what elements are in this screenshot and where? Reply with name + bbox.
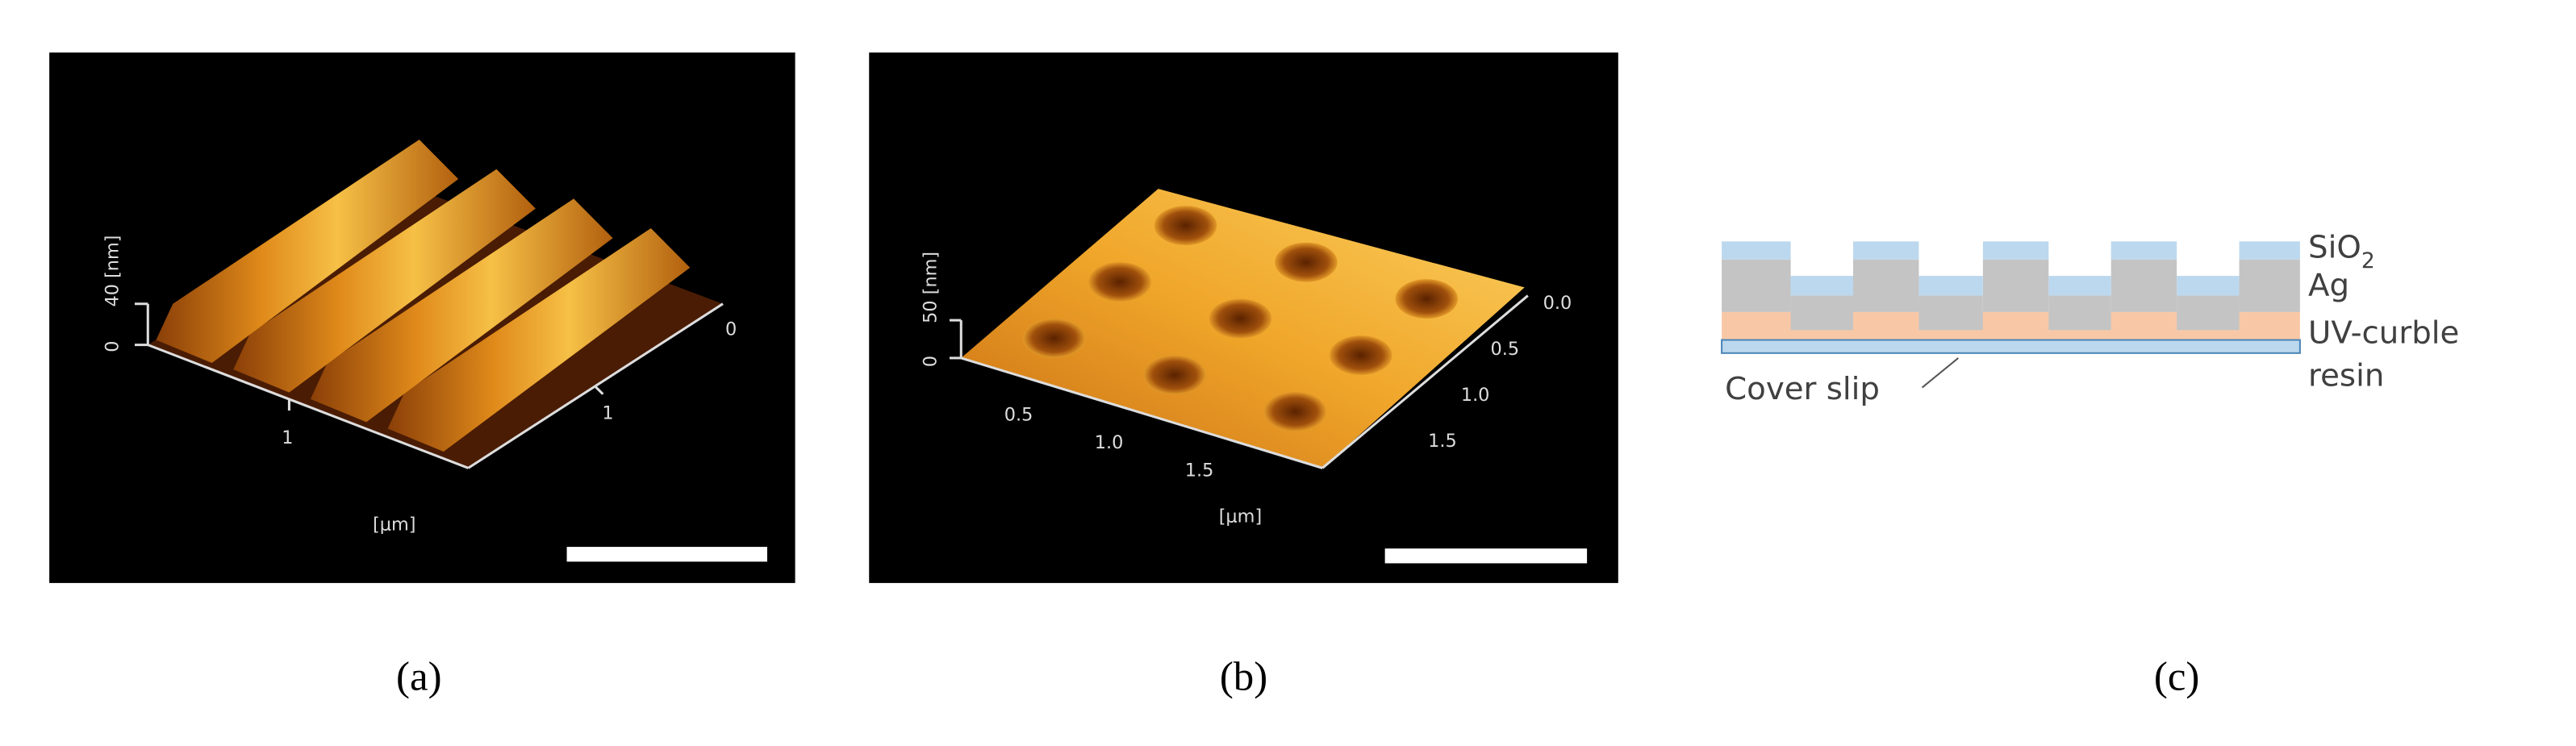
ag-block bbox=[1722, 259, 1791, 312]
leader-line bbox=[1921, 357, 1959, 389]
hole bbox=[1275, 242, 1338, 282]
ridge bbox=[233, 169, 536, 393]
caption: (b) bbox=[1220, 654, 1267, 699]
side-tick: 0.5 bbox=[1490, 339, 1519, 360]
ridges bbox=[156, 140, 691, 452]
sio2-block bbox=[2048, 276, 2111, 296]
sio2-block bbox=[1982, 241, 2049, 260]
z-label: 50 [nm] bbox=[921, 252, 941, 323]
scale-bar bbox=[1384, 548, 1588, 564]
z-zero: 0 bbox=[921, 356, 941, 367]
sio2-label: SiO2 bbox=[2308, 230, 2375, 273]
panel-b: 50 [nm] 0 0.5 1.0 1.5 0.0 0.5 1.0 1.5 [μ… bbox=[869, 52, 1618, 699]
ag-block bbox=[2177, 295, 2240, 331]
caption: (a) bbox=[396, 654, 441, 699]
panel-c: SiO2 Ag UV-curble resin Cover slip (c) bbox=[1721, 230, 2459, 699]
ag-block bbox=[2048, 295, 2111, 331]
ag-block bbox=[1852, 259, 1919, 312]
ag-label: Ag bbox=[2308, 268, 2349, 304]
sio2-block bbox=[1722, 241, 1791, 260]
front-tick: 1.5 bbox=[1185, 461, 1214, 481]
ag-block bbox=[2239, 259, 2300, 312]
resin-label: resin bbox=[2308, 358, 2384, 394]
front-tick: 0.5 bbox=[1004, 404, 1033, 425]
z-label: 40 [nm] bbox=[102, 235, 123, 306]
scale-bar bbox=[566, 547, 767, 562]
unit-label: [μm] bbox=[1219, 506, 1263, 527]
axes bbox=[135, 302, 724, 469]
sio2-text: SiO bbox=[2308, 230, 2361, 266]
ag-block bbox=[2110, 259, 2177, 312]
ridge bbox=[387, 228, 691, 452]
ag-block bbox=[1918, 295, 1983, 331]
sio2-subscript: 2 bbox=[2361, 248, 2375, 273]
ridge bbox=[310, 198, 613, 423]
side-tick: 1 bbox=[602, 402, 613, 423]
caption: (c) bbox=[2154, 654, 2199, 699]
sio2-block bbox=[2239, 241, 2300, 260]
ridge bbox=[156, 140, 459, 364]
z-zero: 0 bbox=[102, 341, 123, 352]
hole bbox=[1395, 279, 1458, 319]
ag-block bbox=[1982, 259, 2049, 312]
uv-label: UV-curble bbox=[2308, 315, 2459, 352]
sio2-block bbox=[1852, 241, 1919, 260]
front-tick: 1.0 bbox=[1095, 432, 1124, 453]
unit-label: [μm] bbox=[373, 515, 416, 536]
cover-label: Cover slip bbox=[1725, 371, 1880, 407]
cover-slip bbox=[1721, 339, 2301, 354]
ag-block bbox=[1790, 295, 1853, 331]
sio2-block bbox=[2110, 241, 2177, 260]
side-tick: 1.5 bbox=[1428, 431, 1457, 452]
hole bbox=[1154, 206, 1217, 246]
sio2-block bbox=[2177, 276, 2240, 296]
sio2-block bbox=[1790, 276, 1853, 296]
side-tick: 0.0 bbox=[1543, 293, 1572, 314]
holes bbox=[1022, 206, 1458, 431]
panel-a: 40 [nm] 0 1 1 0 [μm] (a) bbox=[49, 52, 795, 699]
hole bbox=[1330, 335, 1392, 375]
hole bbox=[1088, 262, 1151, 302]
side-tick: 1.0 bbox=[1461, 385, 1490, 406]
hole bbox=[1209, 298, 1272, 339]
grating bbox=[1722, 241, 2300, 331]
hole bbox=[1022, 319, 1086, 358]
axes bbox=[950, 294, 1529, 469]
sio2-block bbox=[1918, 276, 1983, 296]
front-tick: 1 bbox=[282, 427, 293, 448]
hole bbox=[1263, 392, 1327, 431]
side-zero: 0 bbox=[725, 319, 737, 340]
hole bbox=[1143, 355, 1206, 395]
